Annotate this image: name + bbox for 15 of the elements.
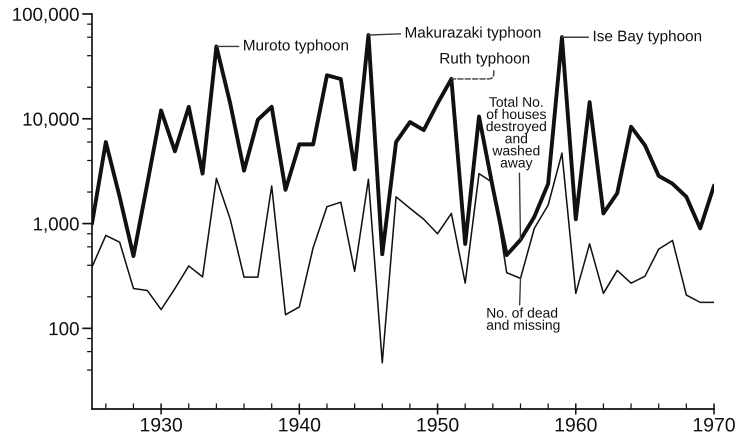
y-tick-label: 100,000: [13, 8, 79, 24]
x-tick-label: 1950: [417, 418, 458, 432]
annotation: Ruth typhoon: [440, 52, 530, 67]
x-tick-label: 1970: [694, 418, 735, 432]
annotation: Makurazaki typhoon: [406, 26, 540, 41]
y-tick-label: 100: [50, 322, 79, 336]
x-tick-label: 1960: [556, 418, 597, 432]
series-label: Total No. of houses destroyed and washed away: [486, 96, 546, 170]
series-label: No. of dead and missing: [486, 308, 560, 333]
annotation: Muroto typhoon: [244, 39, 348, 54]
y-tick-label: 1,000: [34, 217, 79, 233]
y-tick-label: 10,000: [24, 112, 79, 128]
x-tick-label: 1940: [279, 418, 320, 432]
annotation: Ise Bay typhoon: [594, 30, 702, 44]
x-tick-label: 1930: [140, 418, 182, 432]
